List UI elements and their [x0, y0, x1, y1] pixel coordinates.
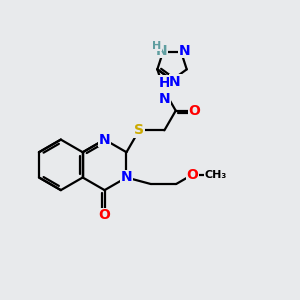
- Text: S: S: [134, 123, 144, 137]
- Text: CH₃: CH₃: [205, 169, 227, 180]
- Text: N: N: [99, 133, 110, 147]
- Text: N: N: [169, 74, 181, 88]
- Text: N: N: [121, 170, 132, 184]
- Text: O: O: [189, 104, 201, 118]
- Text: O: O: [187, 168, 199, 182]
- Text: N: N: [178, 44, 190, 58]
- Text: H: H: [152, 40, 161, 50]
- Text: H
N: H N: [159, 76, 170, 106]
- Text: O: O: [99, 208, 110, 222]
- Text: N: N: [156, 44, 167, 58]
